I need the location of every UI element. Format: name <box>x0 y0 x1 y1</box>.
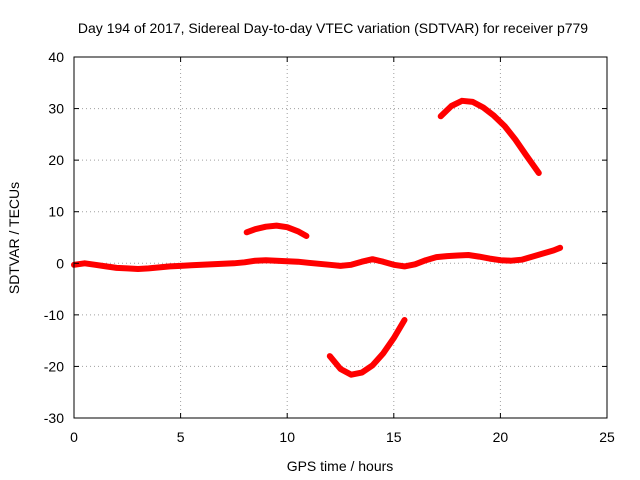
y-tick-label: -10 <box>44 307 64 323</box>
y-tick-label: 0 <box>56 255 64 271</box>
x-tick-label: 20 <box>493 429 509 445</box>
y-tick-label: 40 <box>48 49 64 65</box>
series-segment-near-13h <box>326 317 408 378</box>
series-segment-near-18h <box>437 97 542 176</box>
plot-frame <box>73 56 608 419</box>
x-axis-label: GPS time / hours <box>287 458 394 474</box>
series-layer <box>71 97 564 378</box>
series-baseline <box>71 244 564 272</box>
y-tick-label: 10 <box>48 204 64 220</box>
x-tick-label: 25 <box>599 429 615 445</box>
y-tick-label: -30 <box>44 410 64 426</box>
y-axis-label: SDTVAR / TECUs <box>6 182 22 294</box>
series-segment-near-10h <box>243 222 310 239</box>
axis-ticks: 0 5 10 15 20 25 -30 -20 -10 0 10 20 30 40 <box>44 49 615 445</box>
y-tick-label: -20 <box>44 358 64 374</box>
y-tick-label: 30 <box>48 101 64 117</box>
x-tick-label: 10 <box>279 429 295 445</box>
x-tick-label: 5 <box>177 429 185 445</box>
grid-lines <box>74 57 607 418</box>
chart-title: Day 194 of 2017, Sidereal Day-to-day VTE… <box>78 20 588 36</box>
y-tick-label: 20 <box>48 152 64 168</box>
x-tick-label: 0 <box>70 429 78 445</box>
x-tick-label: 15 <box>386 429 402 445</box>
